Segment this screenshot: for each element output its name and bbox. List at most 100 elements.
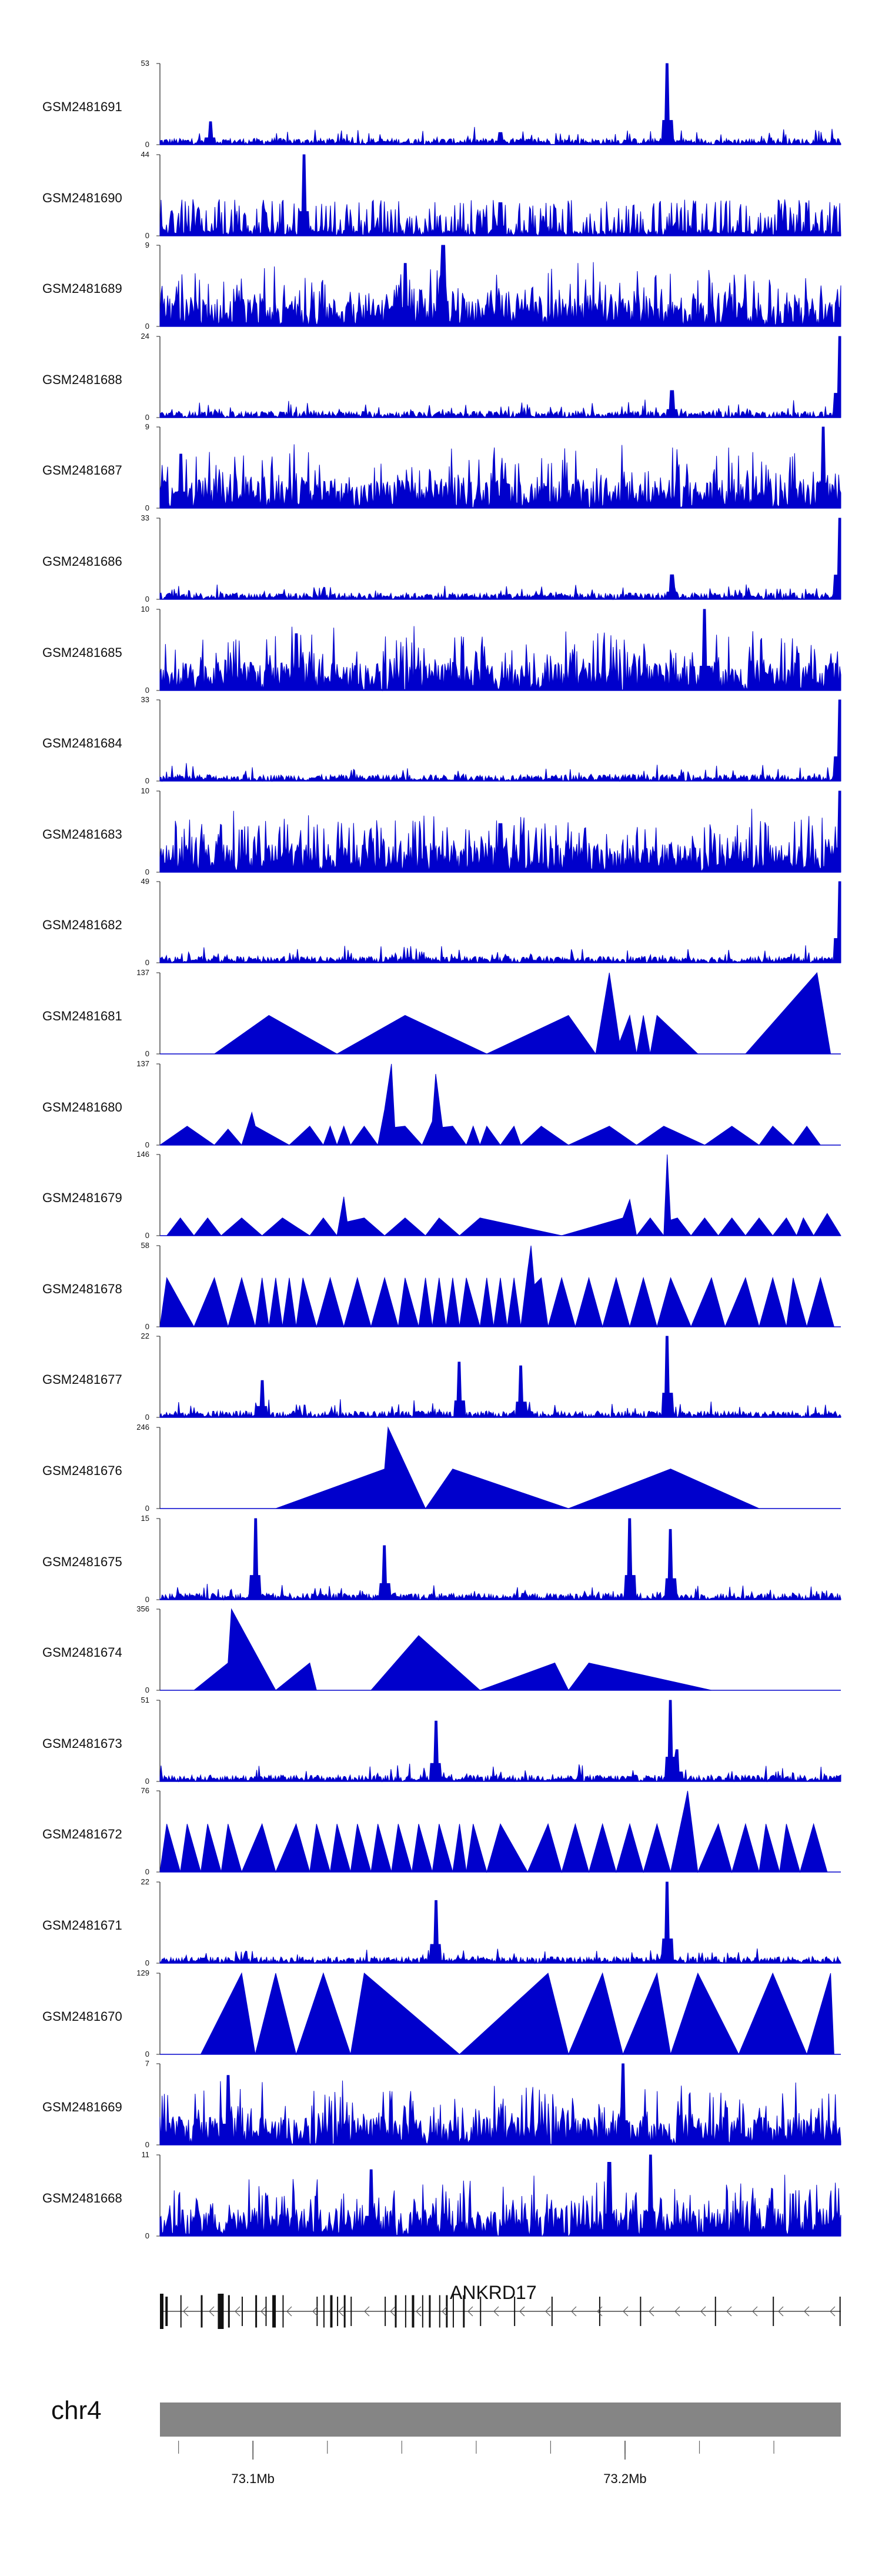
y-min-label: 0 xyxy=(145,1777,149,1786)
track-label: GSM2481677 xyxy=(42,1372,122,1387)
y-max-label: 51 xyxy=(141,1696,149,1704)
signal-area xyxy=(159,426,841,509)
track-label: GSM2481689 xyxy=(42,281,122,296)
track-GSM2481670: GSM2481670 129 0 xyxy=(0,1968,882,2064)
y-min-label: 0 xyxy=(145,140,149,149)
strand-arrow xyxy=(183,2306,189,2317)
track-plot: 10 0 xyxy=(141,786,841,876)
y-max-label: 137 xyxy=(136,968,149,977)
signal-area xyxy=(159,63,841,146)
track-plot: 70 xyxy=(145,2059,841,2149)
exon xyxy=(422,2295,423,2328)
track-plot: 137 0 xyxy=(136,1059,841,1149)
track-label: GSM2481683 xyxy=(42,826,122,842)
strand-arrow xyxy=(752,2306,758,2317)
exon xyxy=(350,2297,352,2326)
signal-area xyxy=(159,699,841,783)
y-max-label: 356 xyxy=(136,1604,149,1613)
signal-area xyxy=(159,1700,841,1783)
signal-area xyxy=(159,1245,834,1328)
strand-arrow xyxy=(726,2306,732,2317)
track-plot: 33 0 xyxy=(141,695,841,785)
exon xyxy=(480,2297,482,2326)
track-label: GSM2481688 xyxy=(42,372,122,387)
y-min-label: 0 xyxy=(145,776,149,785)
y-min-label: 0 xyxy=(145,1686,149,1694)
track-label: GSM2481678 xyxy=(42,1281,122,1296)
exon xyxy=(395,2295,397,2328)
y-max-label: 9 xyxy=(145,422,149,431)
signal-area xyxy=(159,518,841,600)
exon xyxy=(551,2297,553,2326)
track-GSM2481675: GSM2481675 15 0 xyxy=(0,1514,882,1610)
track-GSM2481681: GSM2481681 137 0 xyxy=(0,968,882,1064)
y-min-label: 0 xyxy=(145,1231,149,1240)
track-label: GSM2481668 xyxy=(42,2190,122,2205)
exon xyxy=(839,2297,841,2326)
y-min-label: 0 xyxy=(145,2140,149,2149)
strand-arrow xyxy=(209,2306,215,2317)
signal-area xyxy=(166,1154,841,1237)
exon xyxy=(439,2295,440,2328)
track-plot: 51 0 xyxy=(141,1696,841,1786)
track-GSM2481687: GSM2481687 9 0 xyxy=(0,422,882,518)
track-GSM2481682: GSM2481682 49 0 xyxy=(0,877,882,973)
signal-area xyxy=(159,609,841,692)
track-label: GSM2481675 xyxy=(42,1554,122,1569)
exon xyxy=(405,2295,406,2328)
track-plot: 33 0 xyxy=(141,513,841,603)
track-GSM2481684: GSM2481684 33 0 xyxy=(0,695,882,791)
track-plot: 58 0 xyxy=(141,1241,841,1331)
y-max-label: 33 xyxy=(141,695,149,704)
y-max-label: 53 xyxy=(141,59,149,68)
y-max-label: 44 xyxy=(141,150,149,159)
y-min-label: 0 xyxy=(145,1413,149,1422)
exon xyxy=(255,2295,258,2328)
track-plot: 90 xyxy=(145,241,841,331)
signal-area xyxy=(159,2154,841,2237)
track-label: GSM2481676 xyxy=(42,1463,122,1478)
track-GSM2481677: GSM2481677 22 0 xyxy=(0,1332,882,1427)
y-max-label: 11 xyxy=(142,2150,150,2159)
y-max-label: 10 xyxy=(141,605,149,613)
strand-arrow xyxy=(416,2306,422,2317)
strand-arrow xyxy=(312,2306,318,2317)
exon xyxy=(337,2297,339,2326)
track-label: GSM2481686 xyxy=(42,554,122,569)
track-plot: 44 0 xyxy=(141,150,841,240)
genome-axis: 73.1Mb 73.2Mb xyxy=(178,2441,774,2486)
track-plot: 246 0 xyxy=(136,1423,841,1513)
track-GSM2481679: GSM2481679 146 0 xyxy=(0,1150,882,1246)
exon xyxy=(165,2297,168,2326)
track-GSM2481685: GSM2481685 10 0 xyxy=(0,605,882,700)
track-label: GSM2481670 xyxy=(42,2008,122,2024)
signal-area xyxy=(159,1881,841,1964)
exon xyxy=(265,2297,267,2326)
track-label: GSM2481672 xyxy=(42,1827,122,1842)
exon xyxy=(429,2295,431,2328)
track-GSM2481668: GSM2481668 11 0 xyxy=(0,2150,882,2246)
y-max-label: 49 xyxy=(141,877,149,886)
strand-arrow xyxy=(571,2306,577,2317)
track-plot: 146 0 xyxy=(136,1150,841,1240)
exon xyxy=(316,2297,318,2326)
track-plot: 22 0 xyxy=(141,1877,841,1967)
track-plot: 49 0 xyxy=(141,877,841,967)
track-label: GSM2481673 xyxy=(42,1736,122,1751)
exon xyxy=(463,2295,465,2328)
track-GSM2481672: GSM2481672 76 0 xyxy=(0,1786,882,1882)
track-GSM2481671: GSM2481671 22 0 xyxy=(0,1877,882,1973)
y-min-label: 0 xyxy=(145,231,149,240)
y-min-label: 0 xyxy=(145,1322,149,1331)
track-label: GSM2481687 xyxy=(42,463,122,478)
exon xyxy=(160,2294,163,2329)
exon xyxy=(599,2297,600,2326)
exon xyxy=(282,2295,284,2328)
exon xyxy=(180,2295,182,2328)
strand-arrow xyxy=(364,2306,370,2317)
track-label: GSM2481674 xyxy=(42,1645,122,1660)
exon xyxy=(514,2297,516,2326)
track-label: GSM2481671 xyxy=(42,1918,122,1933)
exon xyxy=(773,2297,774,2326)
y-min-label: 0 xyxy=(145,686,149,695)
